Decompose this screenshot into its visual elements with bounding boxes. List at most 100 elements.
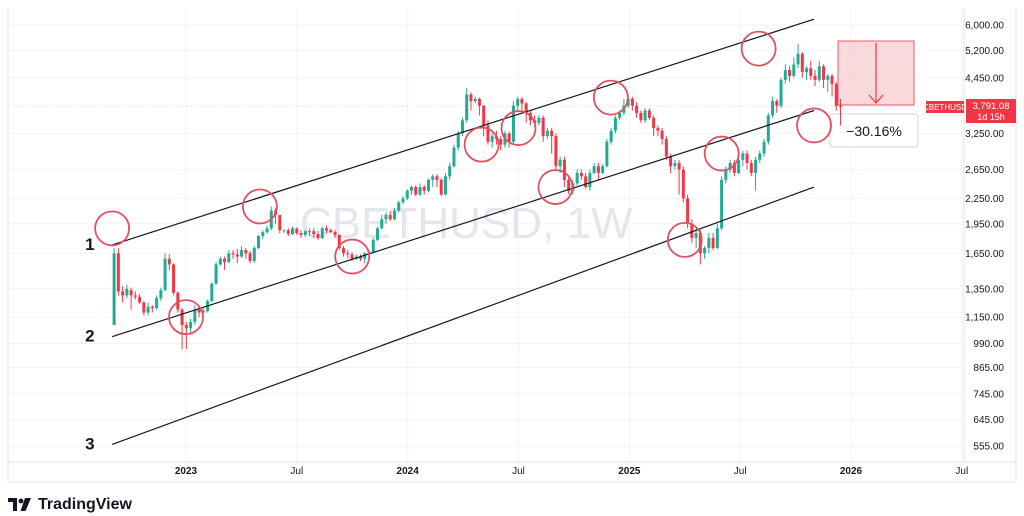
price-tick-label: 645.00 — [973, 415, 1004, 426]
candle — [146, 302, 150, 316]
price-tick-label: 1,950.00 — [965, 219, 1004, 230]
candle — [469, 92, 473, 111]
time-tick-label: Jul — [290, 466, 303, 477]
time-axis[interactable]: 2023 Jul 2024 Jul 2025 Jul 2026 Jul — [175, 466, 968, 477]
candle — [167, 254, 171, 271]
candle — [605, 138, 609, 168]
candle — [346, 250, 350, 259]
candle — [218, 256, 222, 266]
channel-lines[interactable] — [111, 18, 815, 445]
tradingview-logo[interactable]: TradingView — [8, 494, 132, 516]
candle — [796, 43, 800, 69]
chart-grid — [8, 8, 964, 462]
time-tick-label: 2025 — [618, 466, 641, 477]
candle — [257, 234, 261, 250]
candle — [431, 174, 435, 188]
candle — [635, 102, 639, 118]
candle — [189, 318, 193, 334]
candle — [223, 256, 227, 271]
candle — [792, 57, 796, 78]
candle — [142, 301, 146, 316]
candle — [443, 172, 447, 196]
candle — [541, 115, 545, 142]
candle — [830, 73, 834, 97]
candle — [601, 164, 605, 175]
touch-circle — [168, 299, 204, 336]
candle — [745, 150, 749, 170]
candle — [388, 210, 392, 222]
time-tick-label: Jul — [512, 466, 525, 477]
candles — [112, 43, 843, 350]
channel-labels: 1 2 3 — [85, 235, 94, 453]
candle — [384, 212, 388, 224]
time-tick-label: 2026 — [840, 466, 863, 477]
candle — [359, 254, 363, 261]
channel-line-3[interactable] — [111, 186, 815, 445]
candle — [783, 64, 787, 84]
candle — [363, 252, 367, 264]
touch-circle — [666, 221, 703, 258]
candle — [138, 294, 142, 304]
candle — [316, 231, 320, 240]
candle — [426, 178, 430, 193]
candle — [409, 185, 413, 195]
candle — [647, 108, 651, 121]
symbol-watermark: CBETHUSD, 1W — [300, 199, 633, 248]
price-tick-label: 990.00 — [973, 339, 1004, 350]
candle — [184, 321, 188, 350]
candle — [703, 245, 707, 259]
candle — [371, 237, 375, 254]
candle — [592, 162, 596, 175]
candle — [380, 214, 384, 230]
channel-line-1[interactable] — [111, 18, 815, 246]
candle — [452, 144, 456, 168]
candle — [286, 228, 290, 236]
candle — [809, 60, 813, 80]
candle — [758, 150, 762, 163]
candle — [325, 225, 329, 234]
candle — [214, 262, 218, 285]
candle — [261, 230, 265, 239]
channel-label-3: 3 — [85, 434, 94, 453]
price-tick-label: 555.00 — [973, 442, 1004, 453]
candle — [754, 156, 758, 191]
price-tick-label: 4,450.00 — [965, 73, 1004, 84]
candle — [613, 115, 617, 134]
candle — [694, 228, 698, 249]
price-axis[interactable]: 6,000.00 5,200.00 4,450.00 3,250.00 2,650.00… — [965, 21, 1004, 453]
candle — [193, 305, 197, 326]
candle — [473, 96, 477, 104]
candle — [150, 305, 154, 313]
candle — [834, 81, 838, 111]
candle — [800, 52, 804, 78]
price-range-measure[interactable]: −30.16% — [829, 40, 919, 148]
touch-circle — [500, 110, 537, 146]
candle — [664, 136, 668, 160]
measure-percent-label: −30.16% — [846, 123, 902, 139]
candle — [320, 226, 324, 239]
candle — [516, 96, 520, 111]
candle — [235, 249, 239, 264]
time-tick-label: Jul — [955, 466, 968, 477]
candle — [554, 133, 558, 170]
channel-line-2[interactable] — [111, 109, 815, 338]
candle — [405, 189, 409, 201]
candle — [720, 176, 724, 231]
time-tick-label: Jul — [734, 466, 747, 477]
price-tick-label: 6,000.00 — [965, 21, 1004, 32]
candle — [732, 159, 736, 177]
candle — [579, 169, 583, 180]
candle — [333, 230, 337, 238]
price-tick-label: 2,650.00 — [965, 165, 1004, 176]
channel-label-2: 2 — [85, 327, 94, 346]
candle — [282, 229, 286, 234]
candle — [788, 66, 792, 82]
candle — [299, 230, 303, 238]
candle — [779, 77, 783, 109]
candle — [159, 287, 163, 302]
candle — [418, 183, 422, 197]
candle — [766, 112, 770, 145]
candle — [112, 248, 116, 326]
candle — [660, 128, 664, 145]
